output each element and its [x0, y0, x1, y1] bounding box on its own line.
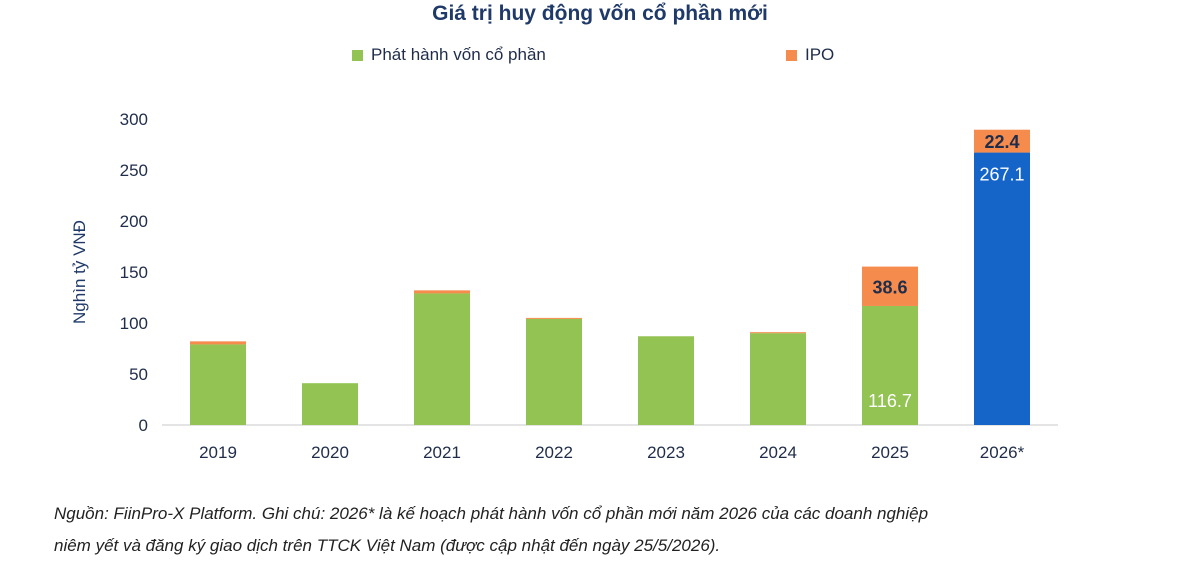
data-label-ipo-2025: 38.6: [872, 277, 907, 297]
bar-ipo-2019: [190, 341, 246, 345]
data-label-equity-issuance-2026: 267.1: [979, 165, 1024, 185]
y-tick-label: 300: [120, 110, 148, 129]
bar-ipo-2025: [862, 266, 918, 306]
legend-swatch-ipo: [786, 49, 797, 61]
footnote-line-2: niêm yết và đăng ký giao dịch trên TTCK …: [54, 536, 721, 555]
x-tick-label: 2022: [535, 443, 573, 462]
y-tick-label: 150: [120, 263, 148, 282]
bar-equity-issuance-2024: [750, 333, 806, 425]
bar-equity-issuance-2022: [526, 318, 582, 425]
y-tick-label: 50: [129, 365, 148, 384]
bar-equity-issuance-2021: [414, 293, 470, 425]
chart-title: Giá trị huy động vốn cổ phần mới: [432, 2, 768, 25]
data-label-ipo-2026: 22.4: [984, 132, 1019, 152]
bar-ipo-2026: [974, 129, 1030, 153]
bar-ipo-2021: [414, 290, 470, 294]
x-tick-label: 2019: [199, 443, 237, 462]
y-axis-label: Nghìn tỷ VNĐ: [70, 220, 89, 324]
legend-label-equity-issuance: Phát hành vốn cổ phần: [371, 45, 546, 64]
footnote-line-1: Nguồn: FiinPro-X Platform. Ghi chú: 2026…: [54, 504, 929, 523]
legend-label-ipo: IPO: [805, 45, 835, 64]
y-tick-label: 250: [120, 161, 148, 180]
bar-equity-issuance-2019: [190, 344, 246, 425]
y-tick-label: 100: [120, 314, 148, 333]
bar-ipo-2024: [750, 332, 806, 334]
bar-equity-issuance-2020: [302, 383, 358, 425]
bar-equity-issuance-2023: [638, 336, 694, 425]
bar-equity-issuance-2025: [862, 305, 918, 425]
bar-ipo-2022: [526, 317, 582, 319]
bar-equity-issuance-2026: [974, 152, 1030, 426]
x-tick-label: 2026*: [980, 443, 1025, 462]
data-label-equity-issuance-2025: 116.7: [868, 391, 912, 411]
x-tick-label: 2025: [871, 443, 909, 462]
x-tick-label: 2020: [311, 443, 349, 462]
y-tick-label: 200: [120, 212, 148, 231]
x-tick-label: 2024: [759, 443, 797, 462]
y-tick-label: 0: [139, 416, 148, 435]
x-tick-label: 2021: [423, 443, 461, 462]
legend-item-equity-issuance: Phát hành vốn cổ phần: [352, 44, 546, 66]
legend-swatch-equity-issuance: [352, 49, 363, 61]
legend-item-ipo: IPO: [786, 44, 834, 66]
x-tick-label: 2023: [647, 443, 685, 462]
